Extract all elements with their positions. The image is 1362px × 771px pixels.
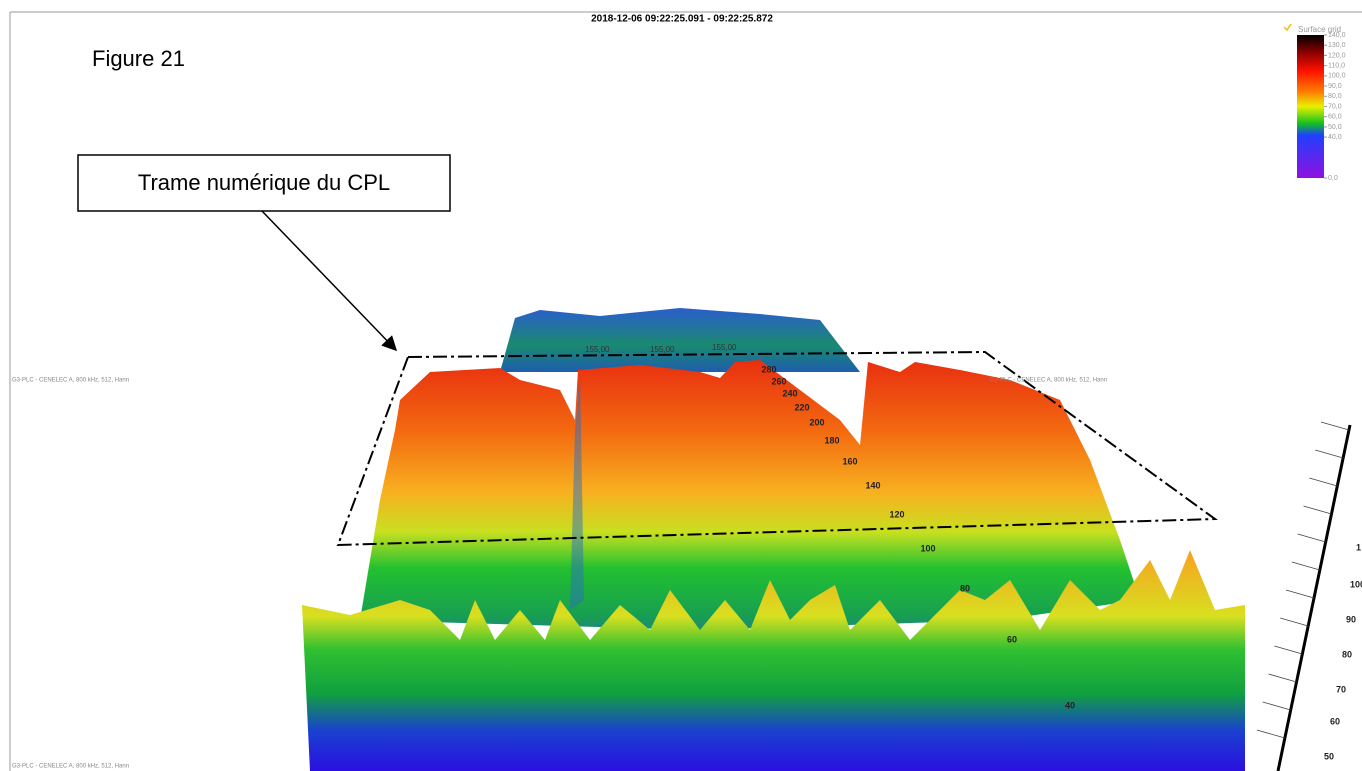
side-axis-tick [1268, 673, 1297, 683]
depth-label: 200 [809, 417, 824, 427]
legend-check[interactable] [1283, 23, 1292, 32]
side-scale-label: 80 [1342, 649, 1352, 659]
colorbar-tick-label: 60,0 [1328, 114, 1342, 121]
depth-label: 120 [889, 509, 904, 519]
side-scale-label: 1 [1356, 542, 1361, 552]
depth-label: 260 [771, 376, 786, 386]
panel-label: G3-PLC - CENELEC A, 800 kHz, 512, Hann [990, 378, 1107, 384]
colorbar-tick-label: 140,0 [1328, 32, 1346, 39]
surface-back [500, 308, 860, 372]
panel-label: G3-PLC - CENELEC A, 800 kHz, 512, Hann [12, 764, 129, 770]
side-scale-label: 70 [1336, 684, 1346, 694]
side-axis-tick [1320, 421, 1350, 431]
timestamp: 2018-12-06 09:22:25.091 - 09:22:25.872 [591, 14, 773, 25]
side-scale-label: 100 [1350, 579, 1362, 589]
depth-label: 40 [1065, 700, 1075, 710]
callout-text: Trame numérique du CPL [138, 170, 390, 195]
side-axis-tick [1291, 561, 1320, 571]
depth-label: 220 [794, 402, 809, 412]
depth-label: 180 [824, 435, 839, 445]
callout-arrow [261, 210, 398, 352]
side-axis-tick [1309, 477, 1338, 487]
panel-label: G3-PLC - CENELEC A, 800 kHz, 512, Hann [12, 378, 129, 384]
colorbar-title: Surface grid [1298, 25, 1341, 34]
surface-valley [570, 372, 584, 610]
side-axis-tick [1274, 645, 1303, 655]
colorbar-tick-label: 80,0 [1328, 93, 1342, 100]
side-axis-tick [1256, 729, 1285, 739]
colorbar [1297, 35, 1324, 178]
highlight-frame [336, 350, 1218, 547]
colorbar-tick-label: 70,0 [1328, 103, 1342, 110]
depth-label: 240 [782, 388, 797, 398]
depth-label: 80 [960, 583, 970, 593]
surface-main [360, 360, 1140, 630]
back-label: 155,00 [650, 345, 675, 354]
surface-front [302, 550, 1245, 771]
side-axis-tick [1297, 533, 1326, 543]
back-label: 155,00 [712, 343, 737, 352]
colorbar-tick-label: 130,0 [1328, 42, 1346, 49]
colorbar-tick-label: 40,0 [1328, 134, 1342, 141]
depth-label: 160 [842, 456, 857, 466]
depth-label: 140 [865, 480, 880, 490]
colorbar-tick-label: 90,0 [1328, 83, 1342, 90]
colorbar-tick-label: 120,0 [1328, 52, 1346, 59]
colorbar-tick-label: 100,0 [1328, 73, 1346, 80]
colorbar-tick-label: 110,0 [1328, 62, 1345, 69]
side-scale-label: 50 [1324, 751, 1334, 761]
side-scale-label: 60 [1330, 716, 1340, 726]
side-axis-tick [1285, 589, 1315, 599]
back-label: 155,00 [585, 345, 610, 354]
side-scale-label: 90 [1346, 614, 1356, 624]
callout-box [77, 154, 451, 212]
figure-label: Figure 21 [92, 46, 185, 71]
side-axis-tick [1262, 701, 1291, 711]
side-axis-tick [1280, 617, 1309, 627]
side-axis-tick [1315, 449, 1344, 459]
colorbar-tick-label: 0,0 [1328, 175, 1338, 182]
depth-label: 280 [761, 364, 776, 374]
depth-label: 60 [1007, 634, 1017, 644]
side-axis-tick [1303, 505, 1332, 515]
depth-label: 100 [920, 543, 935, 553]
colorbar-tick-label: 50,0 [1328, 124, 1342, 131]
surface [302, 308, 1245, 771]
